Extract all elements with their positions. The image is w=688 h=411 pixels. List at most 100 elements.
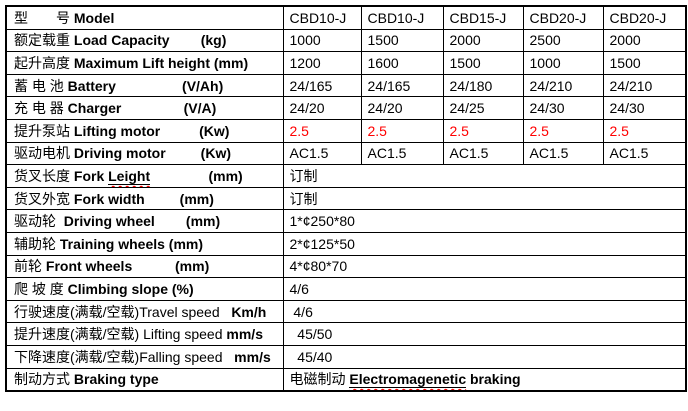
text-segment: Charger (V/A)	[67, 100, 217, 117]
table-row: 制动方式 Braking type 电磁制动 Electromagenetic b…	[5, 367, 687, 392]
table-row: 起升高度 Maximum Lift height (mm) 1200 1600 150…	[5, 51, 687, 75]
table-row: 下降速度(满载/空载)Falling speed mm/s 45/40	[5, 344, 687, 369]
text-segment: 辅助轮	[14, 235, 60, 252]
text-segment: mm/s	[226, 326, 263, 343]
text-segment: 订制	[289, 190, 318, 207]
text-segment: Battery (V/Ah)	[67, 77, 224, 94]
spec-merged-value-cell: 2*¢125*50	[282, 231, 687, 256]
spec-label-cell: 型 号 Model	[5, 5, 284, 30]
text-segment: Training wheels (mm)	[59, 235, 204, 252]
text-segment: Driving wheel (mm)	[63, 213, 221, 230]
text-segment: Front wheels (mm)	[45, 258, 210, 275]
spec-merged-value-cell: 45/40	[282, 344, 687, 369]
spec-value-cell: 2.5	[602, 118, 687, 143]
spec-label-cell: 起升高度 Maximum Lift height (mm)	[5, 51, 284, 75]
table-row: 提升速度(满载/空载) Lifting speed mm/s 45/50	[5, 322, 687, 346]
spec-value-cell: 2000	[442, 28, 524, 53]
text-segment: braking	[466, 371, 521, 388]
spec-label-cell: 下降速度(满载/空载)Falling speed mm/s	[5, 344, 284, 369]
table-row: 型 号 Model CBD10-J CBD10-J CBD15-J CBD20-J CBD…	[5, 5, 687, 30]
spec-value-cell: 24/20	[282, 96, 362, 120]
table-row: 提升泵站 Lifting motor (Kw) 2.5 2.5 2.5 2.5 2.5	[5, 118, 687, 143]
spec-merged-value-cell: 4/6	[282, 299, 687, 324]
spec-value-cell: 1200	[282, 51, 362, 75]
text-segment: 充 电 器	[14, 100, 68, 117]
text-segment: Braking type	[73, 371, 159, 388]
misspelled-word: Electromagenetic	[349, 371, 467, 389]
spec-label-cell: 货叉外宽 Fork width (mm)	[5, 186, 284, 211]
text-segment: Lifting speed	[143, 326, 227, 343]
spec-value-cell: AC1.5	[282, 141, 362, 166]
spec-value-cell: CBD10-J	[282, 5, 362, 30]
text-segment: 行驶速度(满载/空载)	[14, 303, 140, 320]
spec-value-cell: 24/20	[360, 96, 444, 120]
spec-value-cell: AC1.5	[442, 141, 524, 166]
text-segment: 订制	[289, 167, 318, 184]
spec-value-cell: 1500	[442, 51, 524, 75]
spec-value-cell: 2500	[522, 28, 604, 53]
text-segment: 货叉外宽	[14, 190, 74, 207]
spec-label-cell: 蓄 电 池 Battery (V/Ah)	[5, 73, 284, 98]
text-segment: Km/h	[231, 303, 267, 320]
table-row: 货叉长度 Fork Leight (mm) 订制	[5, 164, 687, 188]
text-segment: (mm)	[150, 167, 243, 184]
text-segment: Load Capacity (kg)	[73, 32, 227, 49]
spec-value-cell: 1000	[522, 51, 604, 75]
table-row: 货叉外宽 Fork width (mm) 订制	[5, 186, 687, 211]
table-row: 驱动电机 Driving motor (Kw) AC1.5 AC1.5 AC1.5 AC…	[5, 141, 687, 166]
spec-value-cell: 2.5	[360, 118, 444, 143]
spec-value-cell: AC1.5	[360, 141, 444, 166]
text-segment: 前轮	[14, 258, 46, 275]
text-segment: Maximum Lift height (mm)	[73, 54, 249, 71]
spec-value-cell: 2000	[602, 28, 687, 53]
spec-value-cell: 1500	[360, 28, 444, 53]
text-segment: 4*¢80*70	[289, 258, 348, 275]
spec-value-cell: 24/180	[442, 73, 524, 98]
text-segment: 1*¢250*80	[289, 213, 355, 230]
spec-value-cell: CBD20-J	[602, 5, 687, 30]
spec-value-cell: 1500	[602, 51, 687, 75]
spec-value-cell: 2.5	[282, 118, 362, 143]
text-segment: Travel speed	[139, 303, 232, 320]
spec-merged-value-cell: 1*¢250*80	[282, 209, 687, 233]
misspelled-word: Leight	[108, 167, 151, 185]
text-segment: 4/6	[289, 280, 309, 297]
spec-value-cell: 2.5	[522, 118, 604, 143]
text-segment: Climbing slope (%)	[67, 280, 194, 297]
spec-value-cell: 24/165	[282, 73, 362, 98]
text-segment: 型 号	[14, 9, 74, 26]
spec-label-cell: 提升速度(满载/空载) Lifting speed mm/s	[5, 322, 284, 346]
spec-label-cell: 前轮 Front wheels (mm)	[5, 254, 284, 279]
spec-value-cell: 24/25	[442, 96, 524, 120]
spec-label-cell: 额定载重 Load Capacity (kg)	[5, 28, 284, 53]
text-segment: 45/40	[289, 348, 333, 365]
spec-value-cell: 1600	[360, 51, 444, 75]
text-segment: mm/s	[234, 348, 271, 365]
text-segment: 驱动轮	[14, 213, 64, 230]
text-segment: Fork	[73, 167, 109, 184]
text-segment: 制动方式	[14, 371, 74, 388]
text-segment: 驱动电机	[14, 145, 74, 162]
spec-label-cell: 辅助轮 Training wheels (mm)	[5, 231, 284, 256]
table-row: 蓄 电 池 Battery (V/Ah) 24/165 24/165 24/180 24…	[5, 73, 687, 98]
spec-label-cell: 提升泵站 Lifting motor (Kw)	[5, 118, 284, 143]
text-segment: 爬 坡 度	[14, 280, 68, 297]
spec-table-body: 型 号 Model CBD10-J CBD10-J CBD15-J CBD20-J CBD…	[5, 5, 687, 392]
table-row: 额定载重 Load Capacity (kg) 1000 1500 2000 2500 2…	[5, 28, 687, 53]
text-segment: Lifting motor (Kw)	[73, 122, 230, 139]
spec-value-cell: 24/210	[522, 73, 604, 98]
text-segment: 45/50	[289, 326, 333, 343]
spec-value-cell: 24/30	[522, 96, 604, 120]
spec-merged-value-cell: 订制	[282, 186, 687, 211]
spec-value-cell: CBD10-J	[360, 5, 444, 30]
table-row: 辅助轮 Training wheels (mm) 2*¢125*50	[5, 231, 687, 256]
text-segment: Driving motor (Kw)	[73, 145, 232, 162]
spec-label-cell: 充 电 器 Charger (V/A)	[5, 96, 284, 120]
table-row: 爬 坡 度 Climbing slope (%) 4/6	[5, 277, 687, 301]
text-segment: 额定载重	[14, 32, 74, 49]
spec-value-cell: 1000	[282, 28, 362, 53]
spec-label-cell: 爬 坡 度 Climbing slope (%)	[5, 277, 284, 301]
spec-value-cell: AC1.5	[602, 141, 687, 166]
text-segment: Model	[73, 9, 115, 26]
text-segment: 4/6	[289, 303, 313, 320]
